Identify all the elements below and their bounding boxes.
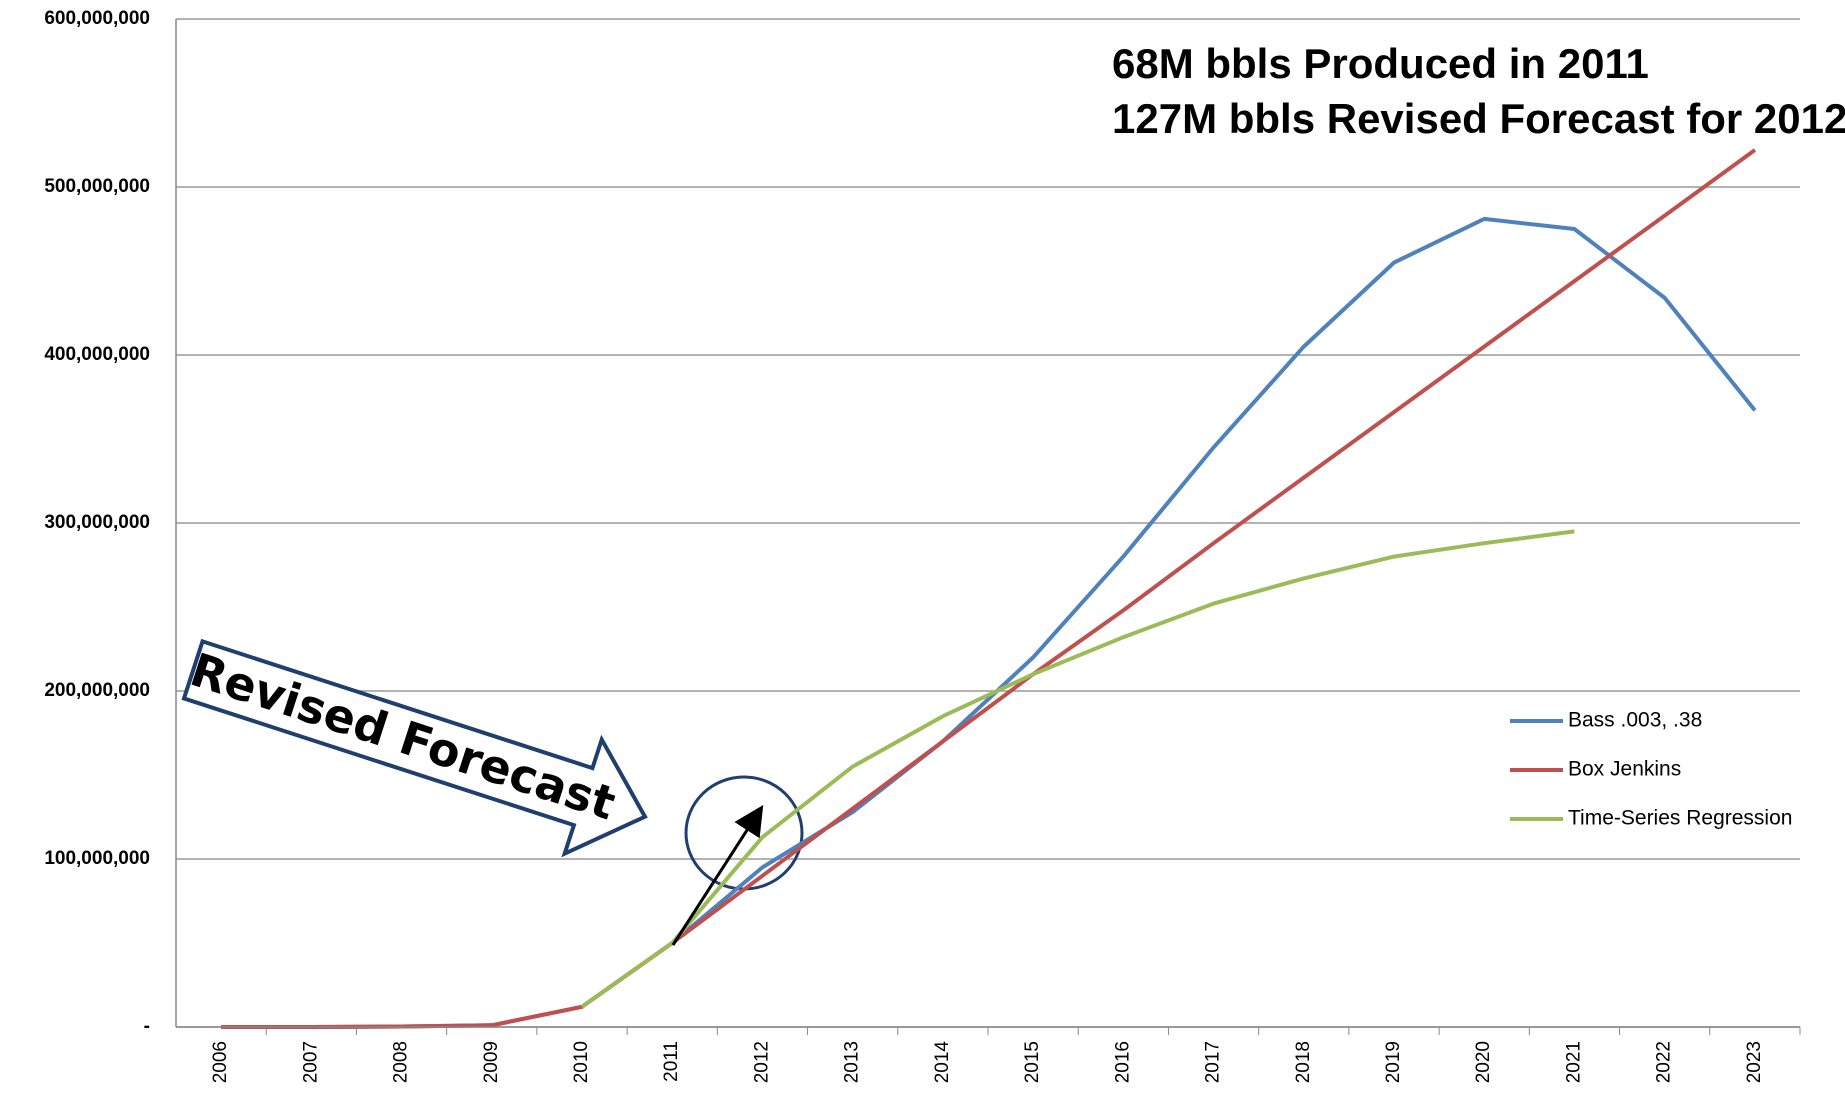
x-tick-label: 2023 [1744, 1041, 1765, 1083]
x-tick-label: 2012 [751, 1041, 772, 1083]
y-tick-label: 500,000,000 [44, 176, 150, 197]
x-tick-label: 2021 [1563, 1041, 1584, 1083]
annotation-arrow: Revised Forecast [181, 638, 648, 858]
x-tick-label: 2010 [571, 1041, 592, 1083]
x-tick-label: 2018 [1293, 1041, 1314, 1083]
x-tick-label: 2019 [1383, 1041, 1404, 1083]
x-tick-label: 2017 [1203, 1041, 1224, 1083]
y-tick-label: 100,000,000 [44, 848, 150, 869]
series-line [580, 529, 1575, 1009]
x-tick-label: 2006 [210, 1041, 231, 1083]
legend-label: Bass .003, .38 [1568, 709, 1702, 732]
annotation: 127M bbls Revised Forecast for 2012 [1112, 95, 1845, 142]
x-tick-label: 2016 [1112, 1041, 1133, 1083]
arrow-shape [181, 638, 648, 858]
x-tick-label: 2009 [481, 1041, 502, 1083]
x-tick-label: 2020 [1473, 1041, 1494, 1083]
grid [175, 18, 1801, 1035]
x-tick-label: 2014 [932, 1041, 953, 1084]
annotation-pointer [671, 804, 764, 946]
y-tick-label: 400,000,000 [44, 344, 150, 365]
x-tick-label: 2008 [391, 1041, 412, 1083]
x-tick-label: 2007 [300, 1041, 321, 1083]
y-tick-label: 200,000,000 [44, 680, 150, 701]
x-tick-label: 2011 [661, 1041, 682, 1082]
y-tick-label: 600,000,000 [44, 8, 150, 29]
legend-label: Time-Series Regression [1568, 807, 1792, 830]
legend-label: Box Jenkins [1568, 758, 1681, 781]
annotation: 68M bbls Produced in 2011 [1112, 40, 1649, 87]
y-tick-label: - [144, 1016, 150, 1037]
y-tick-label: 300,000,000 [44, 512, 150, 533]
arrow-label: Revised Forecast [184, 642, 622, 830]
series-line [221, 216, 1757, 1029]
x-tick-label: 2015 [1022, 1041, 1043, 1083]
x-tick-label: 2022 [1654, 1041, 1675, 1083]
x-tick-label: 2013 [842, 1041, 863, 1083]
series-line [221, 148, 1757, 1029]
